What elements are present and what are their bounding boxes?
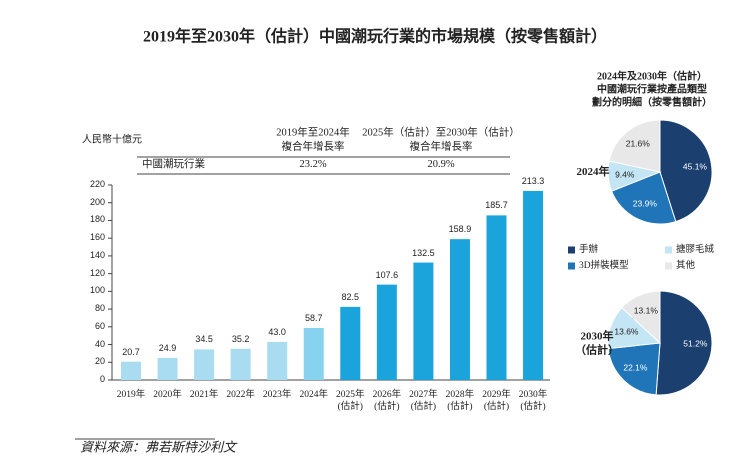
pie-value-label: 9.4%	[615, 169, 635, 180]
pie-value-label: 51.2%	[683, 338, 708, 349]
legend-label: 搪膠毛絨	[676, 244, 715, 255]
cagr-header: 2019年至2024年 複合年增長率	[276, 127, 350, 152]
bar	[303, 327, 324, 380]
bar	[413, 262, 434, 380]
pie-value-label: 13.6%	[614, 326, 639, 337]
pie-label: 2030年 （估計）	[575, 330, 619, 357]
pie-slice	[608, 119, 661, 173]
pie-slice	[659, 119, 713, 223]
y-tick-label: 80	[94, 303, 105, 314]
pie-slice	[607, 342, 661, 396]
cagr-value: 20.9%	[427, 159, 455, 171]
value-label: 185.7	[485, 200, 508, 211]
bar	[267, 341, 288, 380]
value-label: 158.9	[448, 224, 472, 235]
y-tick-label: 180	[89, 214, 105, 225]
value-label: 35.2	[231, 333, 250, 344]
x-tick-label: 2020年	[153, 390, 182, 400]
x-tick-label: 2026年 (估計)	[372, 390, 402, 413]
pie-value-label: 21.6%	[625, 138, 650, 149]
y-tick-label: 220	[89, 179, 105, 190]
value-label: 24.9	[158, 343, 177, 354]
x-tick-label: 2029年 (估計)	[482, 390, 511, 413]
pie-value-label: 23.9%	[632, 198, 657, 209]
x-tick-label: 2021年	[189, 390, 219, 400]
x-tick-label: 2025年 (估計)	[336, 390, 365, 413]
y-tick-label: 20	[94, 356, 105, 367]
y-tick-label: 0	[99, 374, 105, 385]
legend-marker	[568, 262, 575, 270]
x-tick-label: 2027年 (估計)	[409, 390, 438, 413]
source: 資料來源：弗若斯特沙利文	[80, 439, 237, 455]
y-tick-label: 160	[89, 232, 105, 243]
value-label: 82.5	[341, 292, 360, 303]
pie-value-label: 22.1%	[623, 362, 648, 373]
x-tick-label: 2023年	[262, 390, 292, 400]
legend-marker	[568, 246, 575, 254]
y-tick-label: 40	[94, 338, 105, 349]
legend-label: 手辦	[579, 244, 599, 255]
pie-value-label: 13.1%	[633, 305, 658, 316]
bar	[121, 361, 141, 380]
bar	[449, 239, 470, 380]
cagr-value: 23.2%	[299, 159, 327, 171]
x-tick-label: 2019年	[116, 390, 146, 400]
value-label: 20.7	[122, 346, 140, 357]
pie-title: 2024年及2030年（估計） 中國潮玩行業按產品類型 劃分的明細（按零售額計）	[592, 71, 712, 109]
y-tick-label: 100	[89, 285, 105, 296]
bar	[376, 284, 397, 380]
x-tick-label: 2028年 (估計)	[445, 390, 475, 413]
x-tick-label: 2022年	[226, 390, 255, 400]
bar	[194, 349, 215, 380]
bar	[230, 348, 251, 380]
bar	[157, 357, 178, 380]
pie-value-label: 45.1%	[682, 161, 707, 172]
cagr-row-label: 中國潮玩行業	[142, 159, 205, 171]
legend-marker	[665, 262, 672, 270]
legend-label: 3D拼裝模型	[579, 260, 629, 271]
cagr-header: 2025年（估計）至2030年（估計） 複合年增長率	[362, 127, 520, 152]
pie-slice	[655, 290, 713, 396]
pie-label: 2024年	[576, 165, 610, 178]
legend-marker	[665, 246, 672, 254]
chart-title: 2019年至2030年（估計）中國潮玩行業的市場規模（按零售額計）	[142, 28, 608, 46]
value-label: 107.6	[375, 269, 399, 280]
x-tick-label: 2024年	[299, 390, 329, 400]
value-label: 43.0	[268, 327, 286, 338]
x-tick-label: 2030年 (估計)	[518, 390, 548, 413]
bar	[340, 306, 361, 380]
y-tick-label: 60	[94, 320, 105, 331]
y-tick-label: 120	[89, 267, 105, 278]
legend-label: 其他	[676, 260, 696, 271]
y-tick-label: 140	[89, 250, 105, 261]
value-label: 213.3	[521, 176, 545, 187]
bar	[523, 190, 544, 380]
y-axis-label: 人民幣十億元	[82, 134, 142, 146]
value-label: 58.7	[304, 313, 323, 324]
pie-slice	[621, 290, 661, 345]
y-tick-label: 200	[89, 196, 105, 207]
bar	[486, 215, 507, 380]
value-label: 132.5	[412, 247, 435, 258]
value-label: 34.5	[195, 334, 213, 345]
